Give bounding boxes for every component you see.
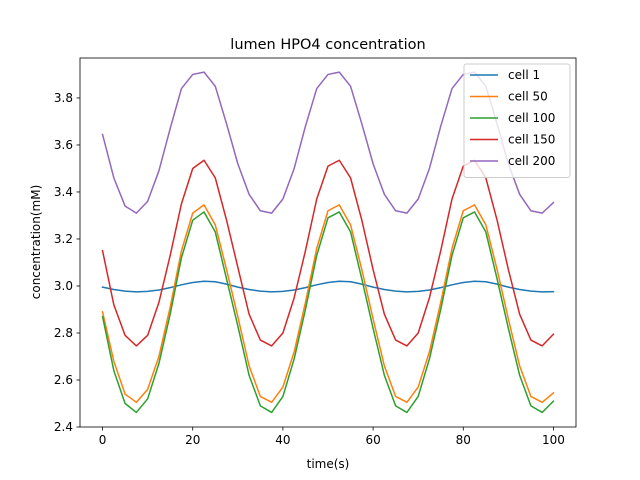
legend-label: cell 150 — [508, 133, 555, 147]
x-tick-label: 80 — [456, 433, 471, 447]
x-tick-label: 60 — [365, 433, 380, 447]
series-line-cell-1 — [101, 280, 555, 293]
series-line-cell-100 — [101, 211, 555, 414]
legend: cell 1 cell 50 cell 100 cell 150 cell 200 — [463, 63, 571, 178]
legend-label: cell 100 — [508, 111, 555, 125]
legend-label: cell 50 — [508, 90, 548, 104]
y-tick-label: 2.6 — [54, 373, 73, 387]
series-line-cell-50 — [101, 204, 555, 404]
x-tick-label: 0 — [99, 433, 107, 447]
y-axis-label: concentration(mM) — [29, 185, 43, 300]
y-tick-label: 3.6 — [54, 138, 73, 152]
legend-label: cell 1 — [508, 68, 540, 82]
chart-title: lumen HPO4 concentration — [230, 37, 425, 53]
y-tick-label: 3.8 — [54, 91, 73, 105]
y-tick-label: 3.2 — [54, 232, 73, 246]
axes-frame — [79, 57, 577, 428]
x-tick-label: 40 — [275, 433, 290, 447]
y-tick-label: 2.4 — [54, 420, 73, 434]
legend-box — [463, 63, 571, 178]
y-tick-label: 3.0 — [54, 279, 73, 293]
x-tick-label: 20 — [185, 433, 200, 447]
plot-area: 0 20 40 60 80 100 2.4 2.6 2.8 3.0 3.2 3.4 3.6 3.8 — [54, 57, 577, 447]
x-axis-label: time(s) — [307, 457, 350, 471]
legend-label: cell 200 — [508, 154, 555, 168]
x-tick-label: 100 — [542, 433, 565, 447]
y-tick-label: 3.4 — [54, 185, 73, 199]
y-tick-label: 2.8 — [54, 326, 73, 340]
